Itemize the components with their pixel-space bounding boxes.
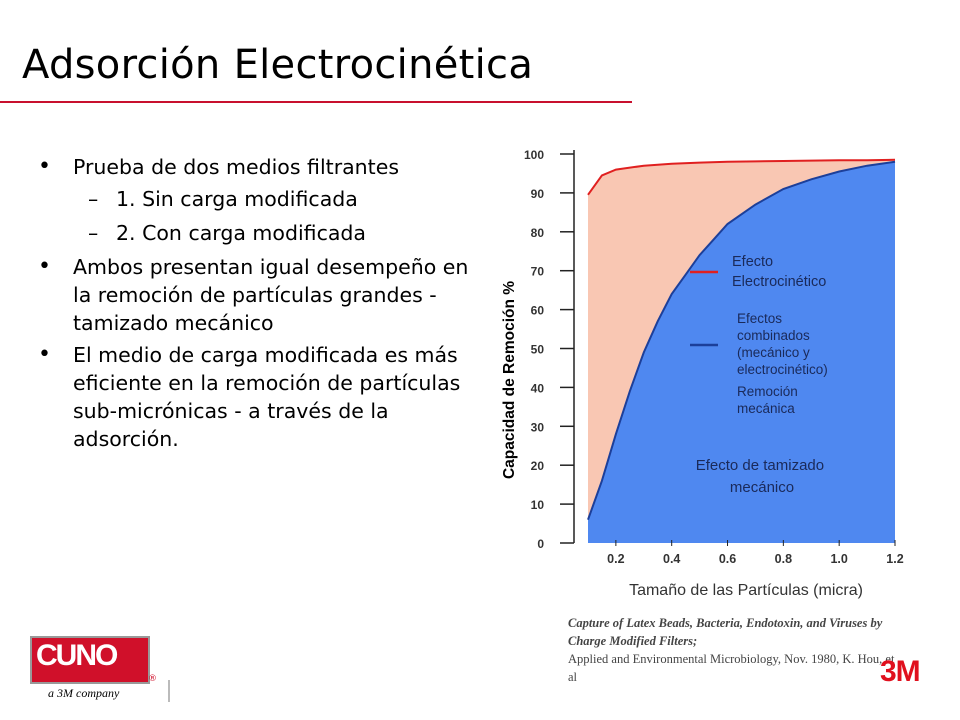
x-tick-label: 0.6 [719, 552, 736, 566]
series-area-1 [588, 161, 895, 544]
x-tick-label: 0.8 [775, 552, 792, 566]
x-tick-label: 1.0 [830, 552, 847, 566]
citation: Capture of Latex Beads, Bacteria, Endoto… [568, 614, 898, 686]
bullet-marker: • [38, 154, 51, 179]
sub-bullet-item: – 1. Sin carga modificada [38, 185, 478, 213]
slide-title: Adsorción Electrocinética [22, 42, 534, 88]
legend: Efecto Electrocinético Efectos combinado… [690, 254, 828, 377]
plot-area [587, 158, 896, 544]
sub-bullet-marker: – [88, 187, 99, 211]
y-tick-label: 40 [531, 381, 545, 395]
annotation-sieving-effect: Efecto de tamizado mecánico [696, 457, 829, 496]
citation-source: Applied and Environmental Microbiology, … [568, 652, 895, 684]
series-line-1 [587, 160, 896, 521]
cuno-logo: CUNO ® a 3M company [30, 636, 176, 706]
sub-bullet-text: 2. Con carga modificada [116, 221, 366, 245]
bullet-item: • Ambos presentan igual desempeño en la … [38, 253, 478, 337]
y-tick-label: 100 [524, 148, 544, 162]
cuno-tagline: a 3M company [48, 686, 120, 700]
axes: 0 10 20 30 40 50 60 70 80 90 100 0.2 0.4 0.6 0.8 1.0 1.2 [524, 148, 904, 566]
y-tick-label: 20 [531, 459, 545, 473]
sub-bullet-marker: – [88, 221, 99, 245]
y-tick-label: 60 [531, 304, 545, 318]
y-tick-label: 80 [531, 226, 545, 240]
y-tick-label: 70 [531, 265, 545, 279]
3m-logo: 3M [880, 655, 921, 688]
x-tick-label: 1.2 [886, 552, 903, 566]
y-tick-label: 0 [537, 537, 544, 551]
title-underline [0, 101, 632, 103]
bullet-text: Ambos presentan igual desempeño en la re… [73, 255, 469, 335]
cuno-logo-frame [160, 680, 170, 702]
x-axis-label: Tamaño de las Partículas (micra) [629, 582, 863, 599]
y-axis-label: Capacidad de Remoción % [501, 281, 518, 479]
annotation-mechanical-removal: Remoción mecánica [737, 384, 802, 416]
bullet-item: • Prueba de dos medios filtrantes [38, 153, 478, 181]
bullet-marker: • [38, 342, 51, 367]
bullet-item: • El medio de carga modificada es más ef… [38, 341, 478, 453]
sub-bullet-text: 1. Sin carga modificada [116, 187, 358, 211]
y-tick-label: 30 [531, 420, 545, 434]
bullet-text: El medio de carga modificada es más efic… [73, 343, 461, 451]
legend-label-combined: Efectos combinados (mecánico y electroci… [737, 311, 828, 377]
citation-title: Capture of Latex Beads, Bacteria, Endoto… [568, 616, 883, 648]
bullet-marker: • [38, 254, 51, 279]
x-tick-label: 0.2 [607, 552, 624, 566]
y-tick-label: 90 [531, 187, 545, 201]
bullet-list: • Prueba de dos medios filtrantes – 1. S… [38, 153, 478, 457]
cuno-logo-text: CUNO [36, 639, 118, 672]
x-tick-label: 0.4 [663, 552, 680, 566]
cuno-logo-box [30, 636, 150, 684]
removal-capacity-chart: 0 10 20 30 40 50 60 70 80 90 100 0.2 0.4 0.6 0.8 1.0 1.2… [501, 148, 904, 599]
y-tick-label: 50 [531, 343, 545, 357]
bullet-text: Prueba de dos medios filtrantes [73, 155, 400, 179]
series-line-0 [587, 158, 896, 196]
sub-bullet-item: – 2. Con carga modificada [38, 219, 478, 247]
y-tick-label: 10 [531, 498, 545, 512]
legend-label-electrokinetic: Efecto Electrocinético [732, 254, 826, 290]
cuno-registered-mark: ® [148, 674, 157, 684]
